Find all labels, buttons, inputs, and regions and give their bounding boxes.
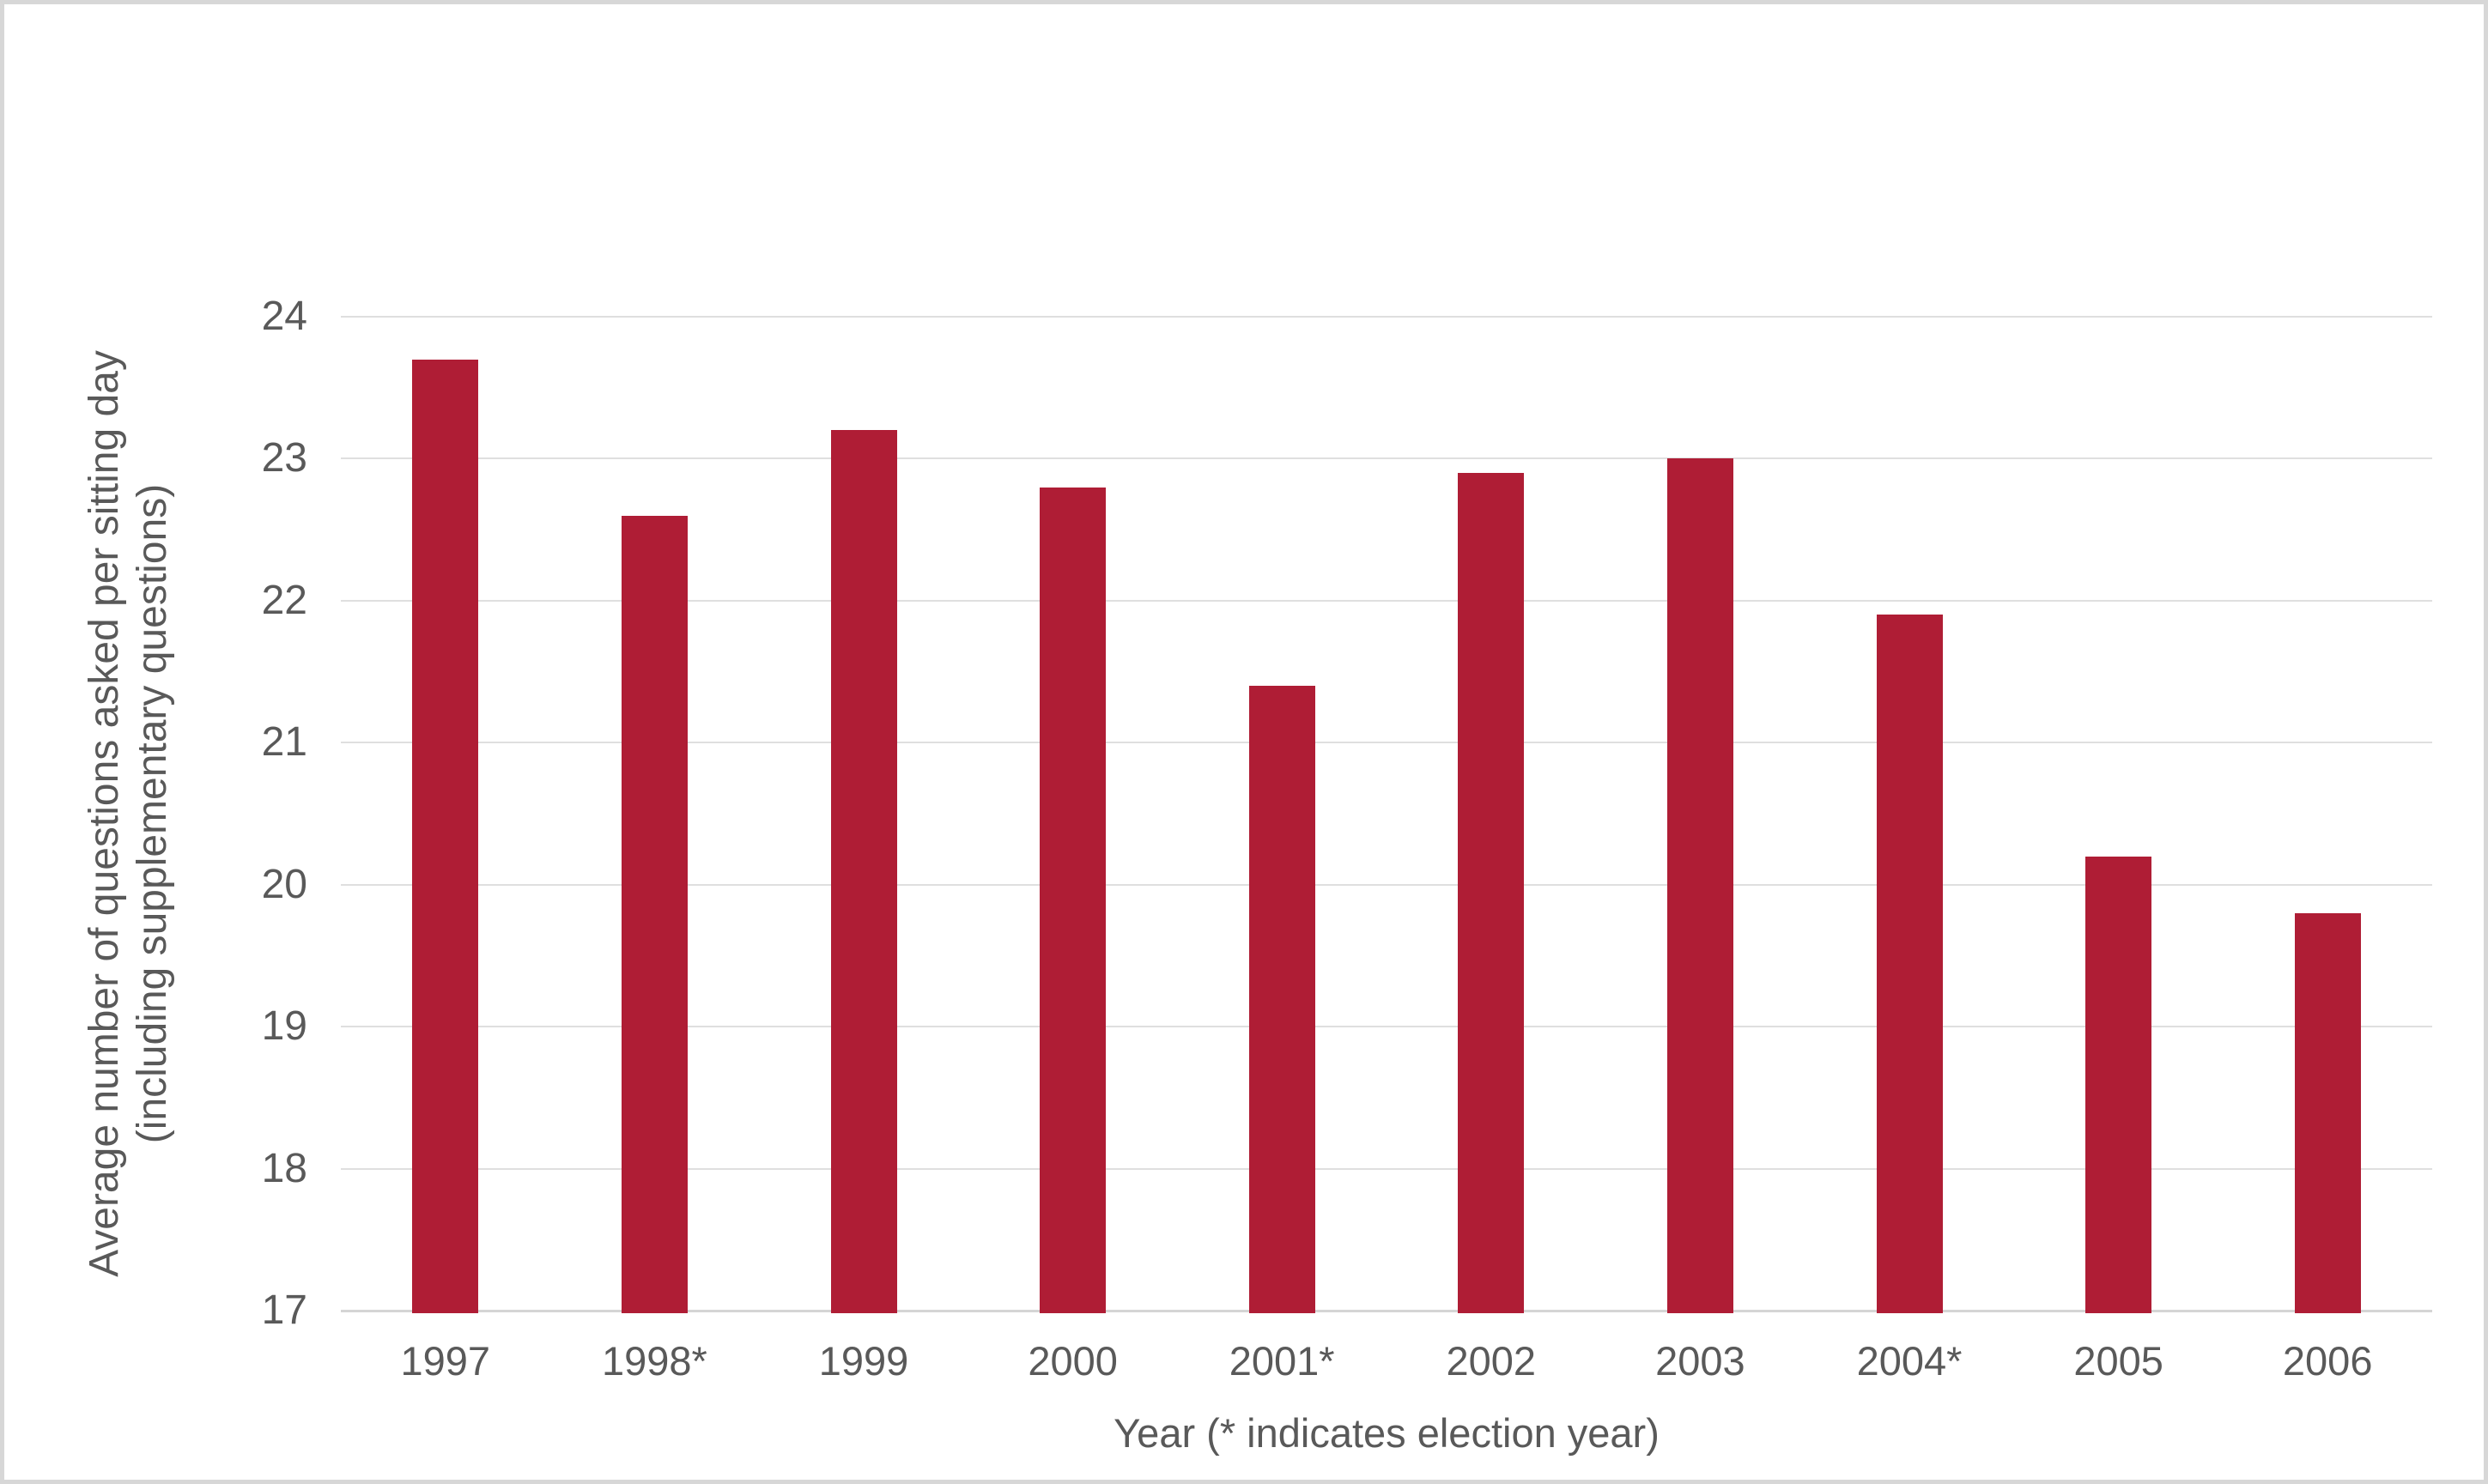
bar-2001-election bbox=[1248, 686, 1315, 1313]
gridline-y-23 bbox=[341, 457, 2432, 460]
bar-2004-election bbox=[1876, 615, 1943, 1313]
y-tick-label-24: 24 bbox=[261, 294, 307, 339]
x-tick-label-1997: 1997 bbox=[400, 1338, 491, 1384]
bar-2006 bbox=[2294, 912, 2361, 1313]
y-tick-label-22: 22 bbox=[261, 577, 307, 623]
gridline-y-21 bbox=[341, 742, 2432, 744]
x-tick-label-2002: 2002 bbox=[1446, 1338, 1537, 1384]
x-tick-label-2003: 2003 bbox=[1655, 1338, 1745, 1384]
gridline-y-20 bbox=[341, 883, 2432, 886]
gridline-y-24 bbox=[341, 316, 2432, 318]
y-axis-title: Average number of questions asked per si… bbox=[81, 256, 177, 1372]
x-tick-label-1999: 1999 bbox=[818, 1338, 909, 1384]
y-axis-title-line2: (including supplementary questions) bbox=[130, 483, 175, 1144]
y-tick-label-23: 23 bbox=[261, 435, 307, 482]
x-tick-label-2001-election: 2001* bbox=[1229, 1338, 1335, 1384]
x-axis-title: Year (* indicates election year) bbox=[1114, 1410, 1660, 1456]
bar-1999 bbox=[830, 430, 897, 1313]
bar-1997 bbox=[412, 359, 479, 1313]
bar-2000 bbox=[1040, 487, 1107, 1313]
gridline-y-22 bbox=[341, 599, 2432, 602]
y-tick-label-20: 20 bbox=[261, 861, 307, 907]
y-tick-label-18: 18 bbox=[261, 1145, 307, 1191]
bar-2003 bbox=[1666, 458, 1733, 1313]
gridline-y-19 bbox=[341, 1026, 2432, 1028]
gridline-y-18 bbox=[341, 1167, 2432, 1170]
x-tick-label-2004-election: 2004* bbox=[1856, 1338, 1963, 1384]
y-tick-label-17: 17 bbox=[261, 1287, 307, 1333]
x-tick-label-2006: 2006 bbox=[2282, 1338, 2373, 1384]
y-axis-title-line1: Average number of questions asked per si… bbox=[82, 350, 127, 1277]
bar-1998-election bbox=[621, 515, 688, 1313]
bar-2002 bbox=[1458, 472, 1525, 1313]
x-axis-line bbox=[341, 1310, 2432, 1312]
x-tick-label-1998-election: 1998* bbox=[601, 1338, 707, 1384]
bar-2005 bbox=[2085, 856, 2152, 1313]
y-tick-label-19: 19 bbox=[261, 1003, 307, 1050]
y-tick-label-21: 21 bbox=[261, 719, 307, 766]
x-tick-label-2005: 2005 bbox=[2073, 1338, 2163, 1384]
x-tick-label-2000: 2000 bbox=[1028, 1338, 1118, 1384]
